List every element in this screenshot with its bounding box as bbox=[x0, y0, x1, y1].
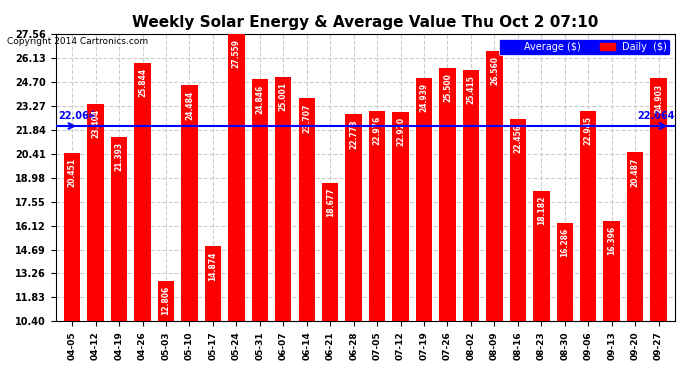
Text: 12.806: 12.806 bbox=[161, 286, 170, 315]
Bar bbox=[135, 63, 150, 375]
Text: 24.903: 24.903 bbox=[654, 84, 663, 112]
Text: 26.560: 26.560 bbox=[490, 56, 499, 85]
Text: 23.404: 23.404 bbox=[91, 109, 100, 138]
Text: 23.707: 23.707 bbox=[302, 104, 311, 133]
Text: 16.396: 16.396 bbox=[607, 226, 616, 255]
Bar bbox=[533, 191, 549, 375]
Text: 25.415: 25.415 bbox=[466, 75, 475, 104]
Bar bbox=[627, 152, 643, 375]
Text: 24.846: 24.846 bbox=[255, 84, 264, 114]
Bar bbox=[158, 281, 174, 375]
Text: 22.976: 22.976 bbox=[373, 116, 382, 145]
Bar bbox=[486, 51, 502, 375]
Bar bbox=[275, 77, 291, 375]
Bar bbox=[440, 69, 455, 375]
Text: 22.778: 22.778 bbox=[349, 119, 358, 148]
Bar bbox=[369, 111, 385, 375]
Text: 25.001: 25.001 bbox=[279, 82, 288, 111]
Text: 24.939: 24.939 bbox=[420, 83, 428, 112]
Text: 22.064: 22.064 bbox=[58, 111, 96, 121]
Bar bbox=[252, 80, 268, 375]
Text: 27.559: 27.559 bbox=[232, 39, 241, 68]
Text: 21.393: 21.393 bbox=[115, 142, 124, 171]
Bar bbox=[181, 86, 197, 375]
Legend: Average ($), Daily  ($): Average ($), Daily ($) bbox=[498, 39, 670, 55]
Bar bbox=[205, 246, 221, 375]
Bar bbox=[322, 183, 338, 375]
Bar bbox=[510, 120, 526, 375]
Text: 24.484: 24.484 bbox=[185, 90, 194, 120]
Text: 22.920: 22.920 bbox=[396, 117, 405, 146]
Text: 22.064: 22.064 bbox=[638, 111, 675, 121]
Text: 20.451: 20.451 bbox=[68, 158, 77, 187]
Bar bbox=[463, 70, 479, 375]
Text: 18.677: 18.677 bbox=[326, 188, 335, 217]
Text: 22.456: 22.456 bbox=[513, 124, 522, 153]
Bar bbox=[393, 112, 408, 375]
Text: 16.286: 16.286 bbox=[560, 228, 569, 257]
Bar bbox=[228, 34, 244, 375]
Bar bbox=[346, 114, 362, 375]
Bar bbox=[651, 78, 667, 375]
Bar bbox=[88, 104, 103, 375]
Text: 22.945: 22.945 bbox=[584, 116, 593, 145]
Text: 20.487: 20.487 bbox=[631, 158, 640, 187]
Bar bbox=[111, 137, 127, 375]
Bar bbox=[604, 221, 620, 375]
Text: 14.874: 14.874 bbox=[208, 252, 217, 281]
Bar bbox=[64, 153, 80, 375]
Title: Weekly Solar Energy & Average Value Thu Oct 2 07:10: Weekly Solar Energy & Average Value Thu … bbox=[132, 15, 598, 30]
Bar bbox=[299, 99, 315, 375]
Text: 25.500: 25.500 bbox=[443, 74, 452, 102]
Text: 25.844: 25.844 bbox=[138, 68, 147, 97]
Bar bbox=[416, 78, 432, 375]
Bar bbox=[557, 223, 573, 375]
Text: 18.182: 18.182 bbox=[537, 196, 546, 225]
Bar bbox=[580, 111, 596, 375]
Text: Copyright 2014 Cartronics.com: Copyright 2014 Cartronics.com bbox=[7, 38, 148, 46]
